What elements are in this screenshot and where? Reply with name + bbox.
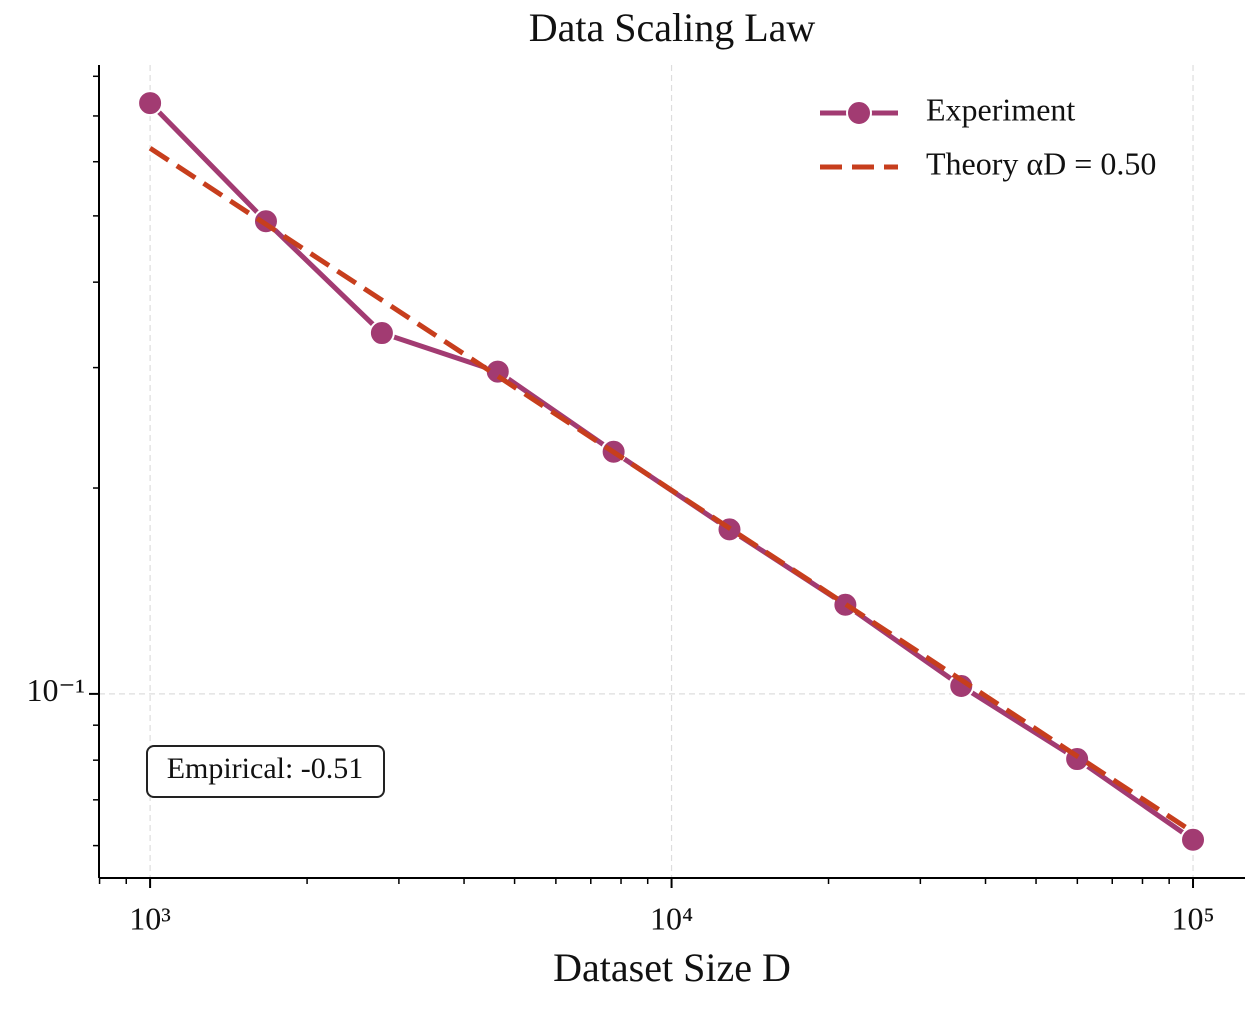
data-point — [368, 320, 395, 347]
legend-label: Theory αD = 0.50 — [926, 145, 1156, 181]
x-tick-label: 10⁵ — [1171, 900, 1214, 936]
annotation-box — [146, 745, 385, 798]
data-point — [137, 90, 164, 117]
x-tick-label: 10⁴ — [650, 900, 693, 936]
data-point — [948, 672, 975, 699]
data-point — [1180, 826, 1207, 853]
x-axis-label: Dataset Size D — [553, 945, 791, 990]
chart-title: Data Scaling Law — [529, 5, 816, 50]
annotation: Empirical: -0.51 — [167, 752, 364, 785]
x-tick-label: 10³ — [129, 900, 171, 936]
series-line — [148, 146, 1195, 835]
legend-label: Experiment — [926, 91, 1075, 127]
legend-marker — [846, 100, 872, 126]
y-tick-label: 10⁻¹ — [27, 672, 85, 708]
